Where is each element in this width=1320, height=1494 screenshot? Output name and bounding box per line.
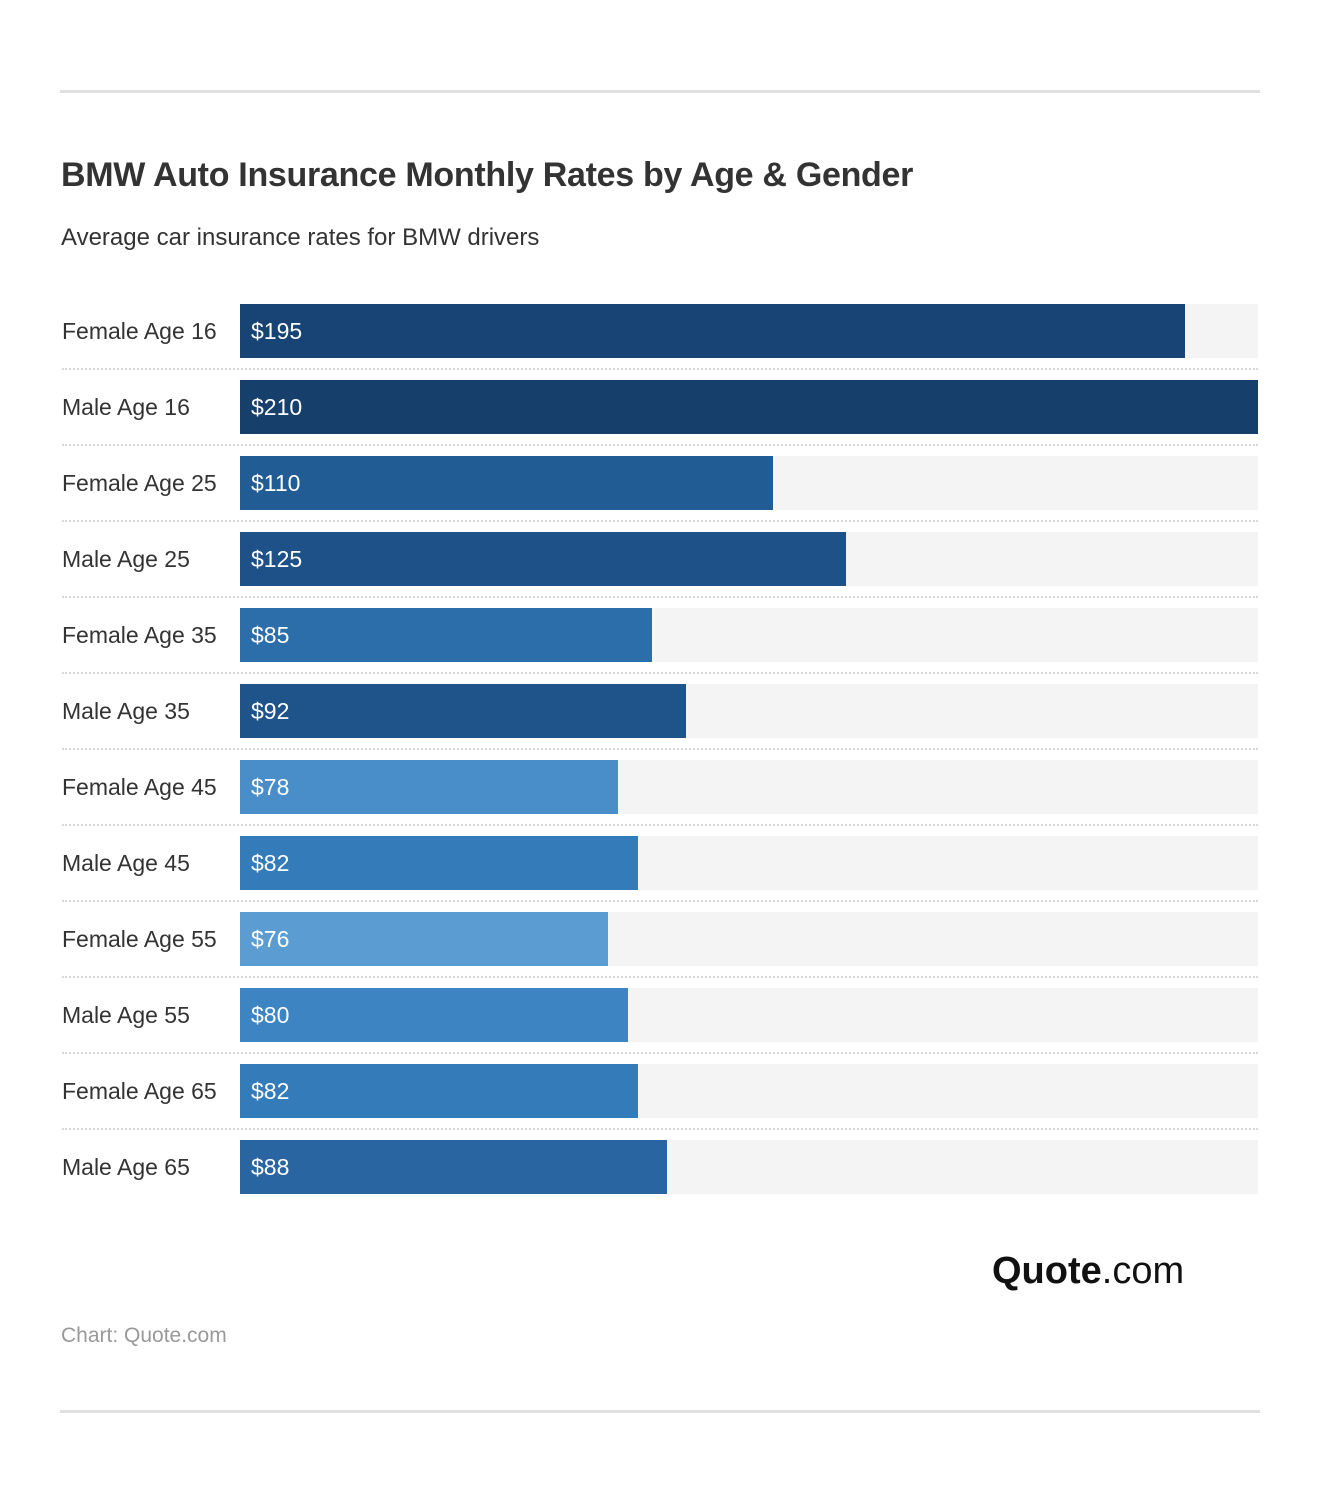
category-label: Female Age 45 [62, 774, 217, 800]
value-label: $88 [251, 1154, 290, 1180]
value-label: $85 [251, 622, 290, 648]
value-label: $82 [251, 1078, 290, 1104]
bar [240, 988, 628, 1042]
chart-source: Chart: Quote.com [61, 1324, 227, 1347]
row-separator [62, 1052, 1258, 1054]
value-label: $78 [251, 774, 290, 800]
bar [240, 1064, 638, 1118]
value-label: $76 [251, 926, 290, 952]
category-label: Male Age 25 [62, 546, 190, 572]
bar [240, 684, 686, 738]
category-label: Female Age 35 [62, 622, 217, 648]
bar [240, 912, 609, 966]
bar [240, 608, 653, 662]
category-label: Male Age 45 [62, 850, 190, 876]
value-label: $210 [251, 394, 303, 420]
value-label: $110 [251, 470, 301, 496]
bar [240, 456, 774, 510]
bar [240, 304, 1186, 358]
value-label: $92 [251, 698, 290, 724]
row-separator [62, 596, 1258, 598]
row-separator [62, 672, 1258, 674]
row-separator [62, 976, 1258, 978]
value-label: $80 [251, 1002, 290, 1028]
category-label: Female Age 55 [62, 926, 217, 952]
category-label: Male Age 35 [62, 698, 190, 724]
top-divider [60, 90, 1260, 93]
value-label: $82 [251, 850, 290, 876]
value-label: $125 [251, 546, 303, 572]
row-separator [62, 368, 1258, 370]
row-separator [62, 520, 1258, 522]
bar [240, 532, 846, 586]
value-label: $195 [251, 318, 303, 344]
category-label: Female Age 25 [62, 470, 217, 496]
bar [240, 760, 619, 814]
bar [240, 1140, 667, 1194]
category-label: Female Age 16 [62, 318, 217, 344]
bottom-divider [60, 1410, 1260, 1413]
category-label: Male Age 16 [62, 394, 190, 420]
category-label: Male Age 55 [62, 1002, 190, 1028]
row-separator [62, 748, 1258, 750]
row-separator [62, 444, 1258, 446]
bar [240, 836, 638, 890]
logo-bold: Quote [992, 1250, 1102, 1292]
quote-logo: Quote.com [992, 1250, 1184, 1293]
category-label: Male Age 65 [62, 1154, 190, 1180]
row-separator [62, 900, 1258, 902]
row-separator [62, 824, 1258, 826]
logo-rest: .com [1101, 1250, 1185, 1292]
chart-subtitle: Average car insurance rates for BMW driv… [61, 224, 540, 251]
bar [240, 380, 1258, 434]
row-separator [62, 1128, 1258, 1130]
category-label: Female Age 65 [62, 1078, 217, 1104]
chart-title: BMW Auto Insurance Monthly Rates by Age … [61, 156, 914, 194]
